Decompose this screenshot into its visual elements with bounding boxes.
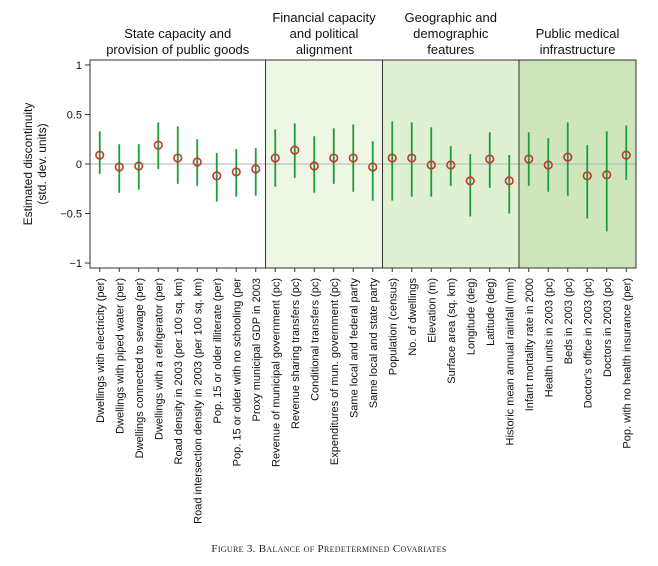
x-tick-label: Dwellings with electricity (per) (95, 278, 107, 423)
point-estimate (387, 153, 397, 163)
y-tick-label: −1 (69, 258, 82, 270)
x-tick-label: Revenue of municipal government (pc) (270, 278, 282, 467)
point-estimate (465, 176, 475, 186)
x-tick-label: Revenue sharing transfers (pc) (290, 278, 302, 429)
y-tick-label: −0.5 (60, 209, 82, 221)
point-estimate (251, 164, 261, 174)
group-title: Public medical infrastructure (536, 26, 620, 57)
point-estimate (426, 160, 436, 170)
point-estimate (290, 145, 300, 155)
point-estimate (192, 157, 202, 167)
point-estimate (602, 170, 612, 180)
point-estimate (485, 154, 495, 164)
x-tick-label: Expenditures of mun. government (pc) (329, 278, 341, 465)
point-estimate (621, 150, 631, 160)
point-estimate (173, 153, 183, 163)
point-estimate (153, 140, 163, 150)
x-tick-label: Pop. with no health insurance (per) (621, 278, 633, 449)
point-estimate (309, 161, 319, 171)
x-tick-label: Dwellings with a refrigerator (per) (153, 278, 165, 440)
x-tick-label: Dwellings connected to sewage (per) (134, 278, 146, 458)
x-tick-label: Road intersection density in 2003 (per 1… (192, 278, 204, 524)
x-tick-label: Health units in 2003 (pc) (543, 278, 555, 397)
x-tick-label: Proxy municipal GDP in 2003 (251, 278, 263, 421)
x-tick-label: Doctors in 2003 (pc) (602, 278, 614, 377)
x-tick-label: Same local and federal party (348, 278, 360, 419)
x-tick-label: Doctor's office in 2003 (pc) (582, 278, 594, 408)
point-estimate (563, 152, 573, 162)
point-estimate (524, 154, 534, 164)
group-title: Financial capacity and political alignment (272, 10, 376, 57)
x-tick-label: Surface area (sq. km) (446, 278, 458, 384)
y-tick-label: 1 (76, 60, 82, 72)
x-tick-label: Conditional transfers (pc) (309, 278, 321, 401)
point-estimate (504, 176, 514, 186)
point-estimate (114, 162, 124, 172)
point-estimate (212, 171, 222, 181)
y-tick-label: 0.5 (67, 109, 82, 121)
y-axis-label: Estimated discontinuity(std. dev. units) (21, 103, 49, 226)
figure-caption: Figure 3. Balance of Predetermined Covar… (211, 543, 447, 555)
point-estimate (446, 160, 456, 170)
x-tick-label: Infant mortality rate in 2000 (524, 278, 536, 411)
x-tick-label: Historic mean annual rainfall (mm) (504, 278, 516, 446)
x-tick-label: Longitude (deg) (465, 278, 477, 355)
x-tick-label: Beds in 2003 (pc) (563, 278, 575, 364)
x-tick-label: Pop. 15 or older with no schooling (per (231, 278, 243, 467)
x-tick-label: Same local and state party (368, 278, 380, 409)
point-estimate (543, 160, 553, 170)
point-estimate (582, 171, 592, 181)
point-estimate (407, 153, 417, 163)
point-estimate (329, 153, 339, 163)
x-tick-label: Latitude (deg) (485, 278, 497, 346)
y-tick-label: 0 (76, 159, 82, 171)
x-tick-label: Pop. 15 or older illiterate (per) (212, 278, 224, 424)
x-tick-label: Dwellings with piped water (per) (114, 278, 126, 434)
point-estimate (231, 167, 241, 177)
x-tick-label: No. of dwellings (407, 278, 419, 356)
x-tick-label: Road density in 2003 (per 100 sq. km) (173, 278, 185, 465)
point-estimate (348, 153, 358, 163)
x-tick-label: Elevation (m) (426, 278, 438, 343)
group-title: Geographic and demographic features (404, 10, 497, 57)
x-tick-label: Population (census) (387, 278, 399, 375)
point-estimate (368, 162, 378, 172)
point-estimate (95, 150, 105, 160)
point-estimate (134, 161, 144, 171)
group-title: State capacity and provision of public go… (106, 26, 250, 57)
point-estimate (270, 153, 280, 163)
